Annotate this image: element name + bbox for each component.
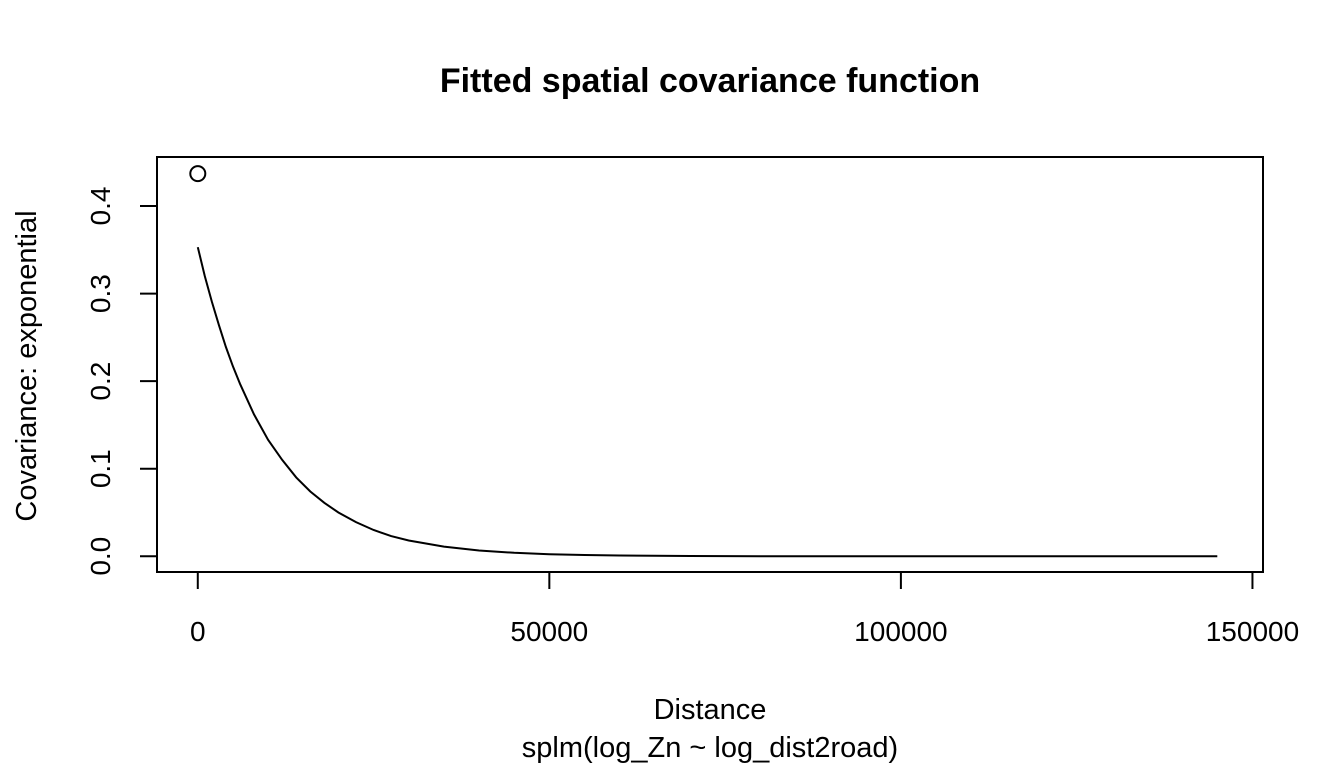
y-tick-label: 0.1 — [85, 449, 116, 488]
y-tick-label: 0.4 — [85, 187, 116, 226]
covariance-curve — [196, 246, 1218, 558]
series-layer — [189, 165, 1218, 558]
plot-box — [156, 156, 1264, 573]
x-axis: 0 50000 100000 150000 — [190, 571, 1299, 647]
y-tick-label: 0.0 — [85, 537, 116, 576]
x-axis-label: Distance — [654, 694, 767, 726]
x-tick-label: 50000 — [510, 616, 588, 647]
y-axis: 0.0 0.1 0.2 0.3 0.4 — [85, 187, 158, 576]
y-tick-label: 0.3 — [85, 274, 116, 313]
x-tick-label: 150000 — [1206, 616, 1299, 647]
chart-subtitle: splm(log_Zn ~ log_dist2road) — [522, 732, 898, 764]
y-axis-label: Covariance: exponential — [11, 210, 43, 521]
x-tick-label: 0 — [190, 616, 206, 647]
chart-title: Fitted spatial covariance function — [440, 62, 980, 100]
x-tick-label: 100000 — [854, 616, 947, 647]
data-point — [189, 165, 207, 183]
y-tick-label: 0.2 — [85, 362, 116, 401]
